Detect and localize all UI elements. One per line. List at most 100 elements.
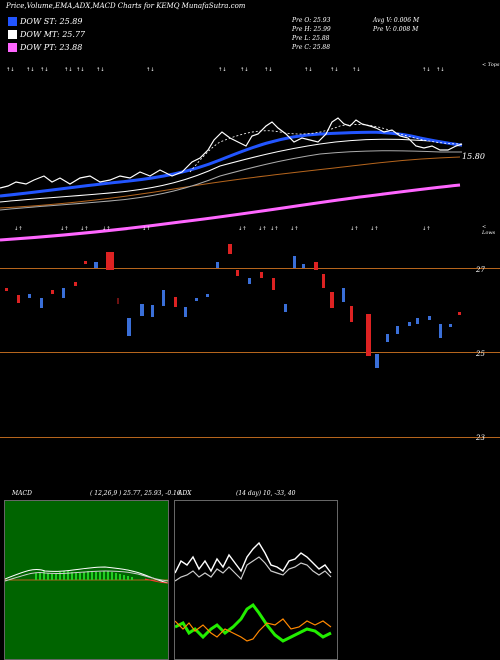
svg-text:↓↑: ↓↑ [270, 226, 278, 232]
stat-avg-volume: Avg V: 0.006 M [373, 17, 420, 24]
svg-text:↓↑: ↓↑ [142, 226, 150, 232]
candle [184, 307, 187, 317]
svg-text:↑↓: ↑↓ [64, 67, 72, 73]
candle [228, 244, 232, 254]
svg-text:↓↑: ↓↑ [350, 226, 358, 232]
candle [17, 295, 20, 303]
ema-dotted-line [189, 124, 463, 173]
candle [127, 318, 131, 336]
svg-text:↑↓: ↑↓ [146, 67, 154, 73]
svg-text:↑↓: ↑↓ [304, 67, 312, 73]
adx-di-lower-line [175, 556, 332, 582]
macd-label: MACD [12, 490, 32, 497]
candle [416, 318, 419, 324]
legend-swatch-pt [8, 43, 17, 52]
candlesticks [5, 244, 461, 368]
price-label-25: 25 [476, 350, 485, 358]
candle [396, 326, 399, 334]
price-label-27: 27 [476, 266, 485, 274]
svg-text:↑↓: ↑↓ [264, 67, 272, 73]
price-level-label: 15.80 [462, 152, 485, 161]
svg-text:↑↓: ↑↓ [352, 67, 360, 73]
candle [314, 262, 318, 270]
macd-pane [4, 500, 169, 660]
price-line-25 [0, 352, 500, 353]
candle [248, 278, 251, 284]
candle [74, 282, 77, 286]
candle [439, 324, 442, 338]
stat-pre-high: Pre H: 25.99 [292, 26, 331, 33]
candle [302, 264, 305, 268]
candle [162, 290, 165, 306]
adx-plus-line [175, 602, 332, 643]
legend-label-st: DOW ST: 25.89 [20, 17, 83, 26]
adx-di-upper-line [175, 541, 332, 574]
adx-chart [175, 541, 332, 643]
legend-item-dow-mt: DOW MT: 25.77 [8, 30, 85, 39]
adx-pane [174, 500, 338, 660]
candle [330, 292, 334, 308]
candle [272, 278, 275, 290]
macd-red-line [144, 578, 168, 584]
ema-st-line [0, 130, 463, 198]
candle [458, 312, 461, 315]
legend-item-dow-pt: DOW PT: 23.88 [8, 43, 82, 52]
ema-pt-line [0, 183, 461, 242]
candle [350, 306, 353, 322]
candle [428, 316, 431, 320]
price-line-27 [0, 268, 500, 269]
lows-label: < Lows [482, 224, 496, 236]
legend-label-mt: DOW MT: 25.77 [20, 30, 86, 39]
svg-text:↓↑: ↓↑ [102, 226, 110, 232]
svg-text:↓↑: ↓↑ [14, 226, 22, 232]
tops-label: < Tops [482, 62, 500, 68]
stat-pre-close: Pre C: 25.88 [292, 44, 331, 51]
svg-text:↑↓: ↑↓ [76, 67, 84, 73]
svg-text:↑↓: ↑↓ [330, 67, 338, 73]
candle [386, 334, 389, 342]
svg-text:↓↑: ↓↑ [290, 226, 298, 232]
legend-item-dow-st: DOW ST: 25.89 [8, 17, 82, 26]
svg-text:↑↓: ↑↓ [26, 67, 34, 73]
adx-params: (14 day) 10, -33, 40 [236, 490, 296, 497]
candle [216, 262, 219, 268]
candle [62, 288, 65, 298]
stat-pre-volume: Pre V: 0.008 M [373, 26, 419, 33]
legend-swatch-st [8, 17, 17, 26]
svg-text:↑↓: ↑↓ [6, 67, 14, 73]
svg-text:↑↓: ↑↓ [422, 67, 430, 73]
legend-label-pt: DOW PT: 23.88 [20, 43, 83, 52]
candle [293, 256, 296, 268]
candle [449, 324, 452, 327]
candle [375, 354, 379, 368]
candle [408, 322, 411, 326]
macd-line [5, 566, 168, 584]
svg-text:↓↑: ↓↑ [238, 226, 246, 232]
candle [140, 304, 144, 316]
svg-text:↓↑: ↓↑ [80, 226, 88, 232]
candle [366, 314, 371, 356]
chart-title: Price,Volume,EMA,ADX,MACD Charts for KEM… [6, 2, 246, 10]
adx-minus-line [175, 618, 332, 642]
ema-mt2-line [0, 150, 462, 211]
candle [40, 298, 43, 308]
candle [5, 288, 8, 291]
candle [322, 274, 325, 288]
candle [206, 294, 209, 297]
svg-text:↑↓: ↑↓ [96, 67, 104, 73]
candle [236, 270, 239, 276]
stat-pre-low: Pre L: 25.88 [292, 35, 330, 42]
candle [342, 288, 345, 302]
stat-pre-open: Pre O: 25.93 [292, 17, 331, 24]
svg-text:↓↑: ↓↑ [422, 226, 430, 232]
candle [260, 272, 263, 278]
macd-histogram [35, 571, 133, 580]
svg-text:↑↓: ↑↓ [218, 67, 226, 73]
macd-chart [5, 566, 168, 584]
candle [195, 298, 198, 301]
candle [51, 290, 54, 294]
candle [174, 297, 177, 307]
lows-markers: ↓↑ ↓↑ ↓↑ ↓↑ ↓↑ ↓↑ ↓↑ ↓↑ ↓↑ ↓↑ ↓↑ ↓↑ [14, 226, 430, 232]
price-label-23: 23 [476, 434, 485, 442]
